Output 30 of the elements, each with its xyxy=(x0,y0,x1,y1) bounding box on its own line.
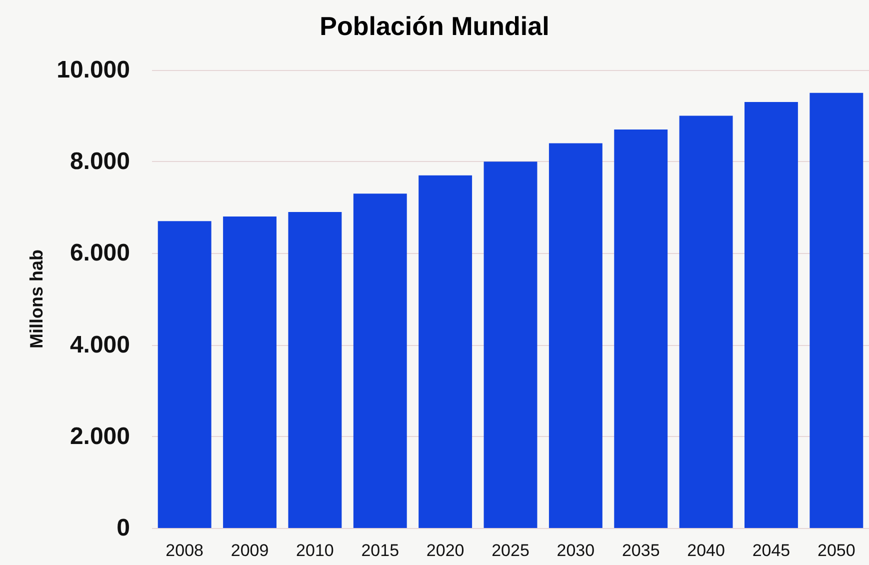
y-tick-label: 4.000 xyxy=(70,331,130,358)
bar xyxy=(353,194,407,528)
x-tick-label: 2020 xyxy=(426,541,464,560)
bar xyxy=(223,216,276,528)
x-tick-label: 2008 xyxy=(166,541,204,560)
bar xyxy=(418,175,472,528)
bar xyxy=(614,130,668,528)
bar xyxy=(744,102,798,528)
chart-title: Población Mundial xyxy=(320,11,550,41)
x-tick-label: 2050 xyxy=(817,541,856,560)
bar xyxy=(484,162,538,528)
x-tick-label: 2030 xyxy=(556,541,595,560)
bar xyxy=(158,221,212,528)
x-tick-label: 2015 xyxy=(361,541,400,560)
x-tick-label: 2009 xyxy=(230,541,269,560)
bar xyxy=(810,92,864,528)
x-tick-label: 2040 xyxy=(687,541,725,560)
y-tick-label: 6.000 xyxy=(70,240,130,267)
x-tick-label: 2025 xyxy=(492,541,530,560)
y-tick-label: 0 xyxy=(116,514,130,542)
bar xyxy=(548,143,602,528)
y-axis-title: Millons hab xyxy=(26,249,47,348)
bar xyxy=(288,212,342,528)
y-tick-label: 2.000 xyxy=(70,422,130,450)
x-tick-label: 2010 xyxy=(296,541,334,560)
x-tick-label: 2045 xyxy=(752,541,790,560)
y-tick-label: 10.000 xyxy=(56,56,130,84)
x-tick-label: 2035 xyxy=(622,541,660,560)
bar xyxy=(679,116,733,528)
y-tick-label: 8.000 xyxy=(70,148,130,176)
